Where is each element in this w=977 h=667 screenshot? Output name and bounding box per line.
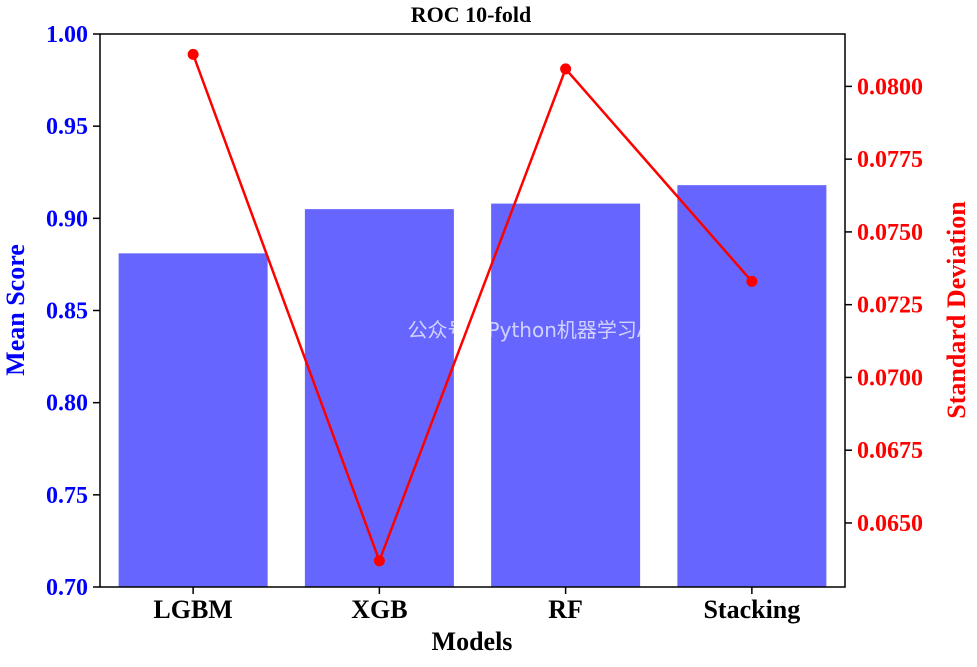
bar-xgb — [304, 209, 454, 587]
x-tick-label: RF — [548, 595, 583, 624]
right-tick-label: 0.0775 — [857, 147, 923, 173]
right-tick-label: 0.0725 — [857, 293, 923, 319]
std-line — [191, 53, 753, 565]
left-tick-label: 0.85 — [46, 299, 88, 325]
bar-lgbm — [118, 253, 268, 587]
std-point-lgbm — [187, 48, 199, 60]
x-tick-label: LGBM — [153, 595, 232, 624]
y-axis-label: Mean Score — [1, 244, 30, 376]
std-point-rf — [560, 63, 572, 75]
x-tick-label: Stacking — [703, 595, 800, 624]
bar-rf — [491, 203, 641, 587]
left-tick-label: 0.95 — [46, 114, 88, 140]
right-tick-label: 0.0750 — [857, 220, 923, 246]
right-axis: 0.0650 0.0675 0.0700 0.0725 0.0750 0.0775 0.08… — [845, 74, 923, 537]
left-tick-label: 0.90 — [46, 206, 88, 232]
x-axis: LGBM XGB RF Stacking — [153, 587, 800, 624]
std-point-xgb — [373, 555, 385, 567]
x-tick-label: XGB — [351, 595, 407, 624]
watermark-text: 公众号：Python机器学习AI — [408, 318, 657, 342]
chart-title: ROC 10-fold — [411, 2, 531, 27]
x-axis-label: Models — [432, 627, 513, 656]
right-tick-label: 0.0700 — [857, 365, 923, 391]
bars-layer — [118, 185, 827, 588]
left-axis: 0.70 0.75 0.80 0.85 0.90 0.95 1.00 — [46, 22, 100, 601]
left-tick-label: 0.80 — [46, 391, 88, 417]
left-tick-label: 0.70 — [46, 575, 88, 601]
std-point-stacking — [746, 275, 758, 287]
left-tick-label: 1.00 — [46, 22, 88, 48]
right-tick-label: 0.0650 — [857, 511, 923, 537]
line-layer — [187, 48, 758, 567]
right-tick-label: 0.0800 — [857, 74, 923, 100]
right-tick-label: 0.0675 — [857, 438, 923, 464]
bar-stacking — [677, 185, 827, 588]
y2-axis-label: Standard Deviation — [942, 201, 971, 419]
left-tick-label: 0.75 — [46, 483, 88, 509]
